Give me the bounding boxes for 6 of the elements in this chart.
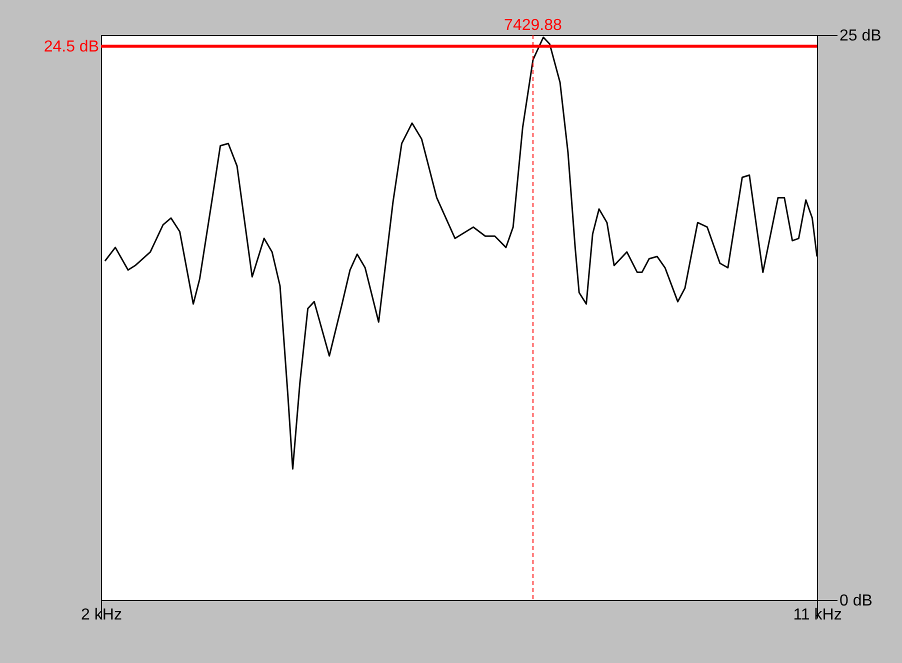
y-tick-label: 25 dB [840,28,882,44]
ref-line-label: 24.5 dB [44,38,99,56]
y-tick-label: 0 dB [840,592,872,610]
x-tick-label: 11 kHz [793,606,842,624]
ref-line-label: 7429.88 [504,17,562,34]
x-tick-label: 2 kHz [81,606,122,624]
